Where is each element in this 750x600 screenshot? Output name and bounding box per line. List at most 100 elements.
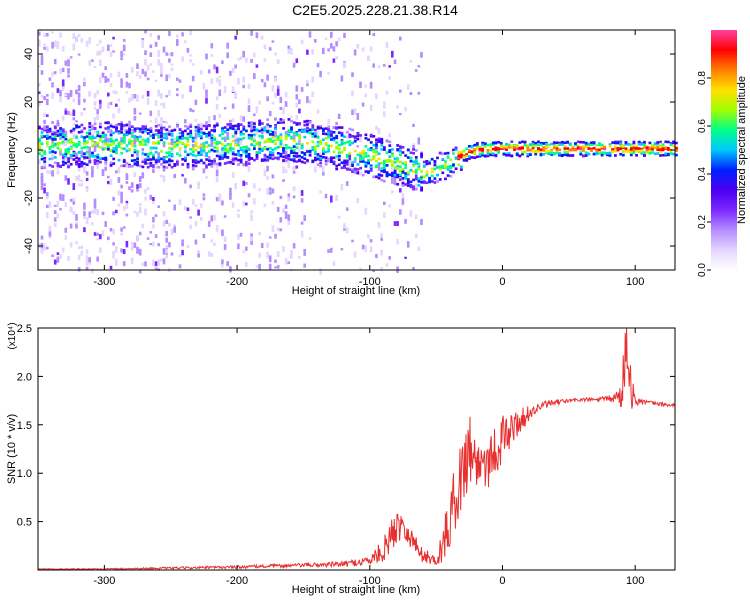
heatmap-cell [282, 121, 285, 124]
heatmap-cell [120, 195, 123, 201]
heatmap-cell [298, 137, 301, 140]
colorbar-tick-label: 0.0 [697, 263, 708, 277]
heatmap-cell [53, 131, 57, 135]
heatmap-cell [130, 125, 134, 128]
heatmap-cell [223, 130, 227, 134]
heatmap-cell [266, 176, 269, 180]
heatmap-cell [253, 52, 256, 58]
heatmap-cell [433, 161, 437, 164]
heatmap-cell [160, 71, 163, 77]
heatmap-cell [475, 146, 479, 150]
heatmap-cell [237, 77, 240, 85]
heatmap-cell [314, 148, 317, 151]
heatmap-cell [170, 152, 174, 156]
heatmap-cell [306, 49, 309, 55]
heatmap-cell [603, 151, 607, 155]
heatmap-cell [56, 142, 60, 145]
heatmap-cell [202, 148, 206, 152]
heatmap-cell [383, 101, 386, 109]
heatmap-cell [330, 131, 333, 134]
heatmap-cell [308, 151, 312, 155]
heatmap-cell [115, 170, 118, 174]
heatmap-cell [136, 150, 139, 153]
heatmap-cell [406, 84, 410, 90]
heatmap-cell [199, 144, 203, 147]
heatmap-cell [505, 154, 508, 157]
heatmap-cell [375, 165, 378, 169]
heatmap-cell [215, 150, 219, 153]
heatmap-cell [311, 159, 315, 163]
heatmap-cell [510, 154, 514, 158]
heatmap-cell [659, 145, 662, 149]
heatmap-cell [412, 145, 415, 151]
heatmap-cell [399, 178, 402, 181]
heatmap-cell [226, 43, 229, 49]
heatmap-cell [112, 36, 115, 40]
heatmap-cell [539, 143, 543, 147]
heatmap-cell [51, 144, 55, 148]
heatmap-cell [157, 142, 161, 145]
heatmap-cell [332, 156, 336, 160]
heatmap-cell [393, 182, 397, 186]
heatmap-cell [375, 150, 378, 153]
heatmap-cell [205, 134, 208, 137]
heatmap-cell [298, 142, 301, 146]
heatmap-cell [311, 148, 315, 152]
heatmap-cell [157, 205, 160, 208]
heatmap-cell [319, 152, 322, 155]
heatmap-cell [231, 147, 235, 150]
heatmap-cell [210, 162, 214, 165]
heatmap-cell [292, 186, 296, 192]
heatmap-cell [359, 81, 362, 89]
heatmap-cell [213, 124, 216, 128]
heatmap-cell [306, 83, 309, 87]
heatmap-cell [327, 249, 330, 253]
heatmap-cell [67, 160, 70, 163]
heatmap-cell [406, 178, 410, 181]
heatmap-cell [351, 164, 354, 167]
heatmap-cell [399, 89, 402, 93]
heatmap-cell [67, 165, 70, 169]
heatmap-cell [75, 162, 78, 165]
heatmap-cell [279, 121, 283, 124]
heatmap-cell [417, 65, 421, 68]
heatmap-cell [229, 149, 232, 152]
heatmap-cell [491, 152, 495, 155]
heatmap-cell [59, 127, 62, 130]
heatmap-cell [258, 129, 262, 133]
heatmap-cell [144, 129, 147, 133]
heatmap-cell [67, 55, 70, 60]
heatmap-cell [555, 151, 559, 155]
heatmap-cell [635, 154, 638, 157]
heatmap-cell [303, 120, 307, 123]
heatmap-cell [616, 148, 620, 152]
heatmap-cell [75, 145, 78, 148]
heatmap-cell [67, 41, 70, 46]
heatmap-cell [319, 161, 323, 165]
heatmap-cell [48, 234, 52, 239]
heatmap-cell [409, 159, 413, 163]
heatmap-cell [189, 135, 193, 138]
heatmap-cell [324, 150, 328, 154]
heatmap-cell [40, 235, 44, 240]
spectrogram-y-axis-label: Frequency (Hz) [6, 112, 18, 188]
heatmap-cell [59, 135, 62, 139]
heatmap-cell [125, 173, 129, 180]
heatmap-cell [184, 40, 187, 44]
heatmap-cell [133, 150, 137, 154]
heatmap-cell [412, 178, 415, 182]
heatmap-cell [619, 144, 623, 148]
heatmap-cell [239, 159, 243, 162]
heatmap-cell [40, 177, 44, 184]
heatmap-cell [107, 183, 110, 187]
heatmap-cell [234, 143, 238, 147]
heatmap-cell [56, 134, 60, 137]
heatmap-cell [322, 146, 325, 150]
heatmap-cell [444, 163, 447, 166]
heatmap-cell [414, 174, 418, 181]
heatmap-cell [600, 143, 604, 147]
heatmap-cell [353, 49, 357, 56]
heatmap-cell [629, 153, 633, 157]
heatmap-cell [104, 139, 108, 142]
heatmap-cell [475, 144, 479, 148]
